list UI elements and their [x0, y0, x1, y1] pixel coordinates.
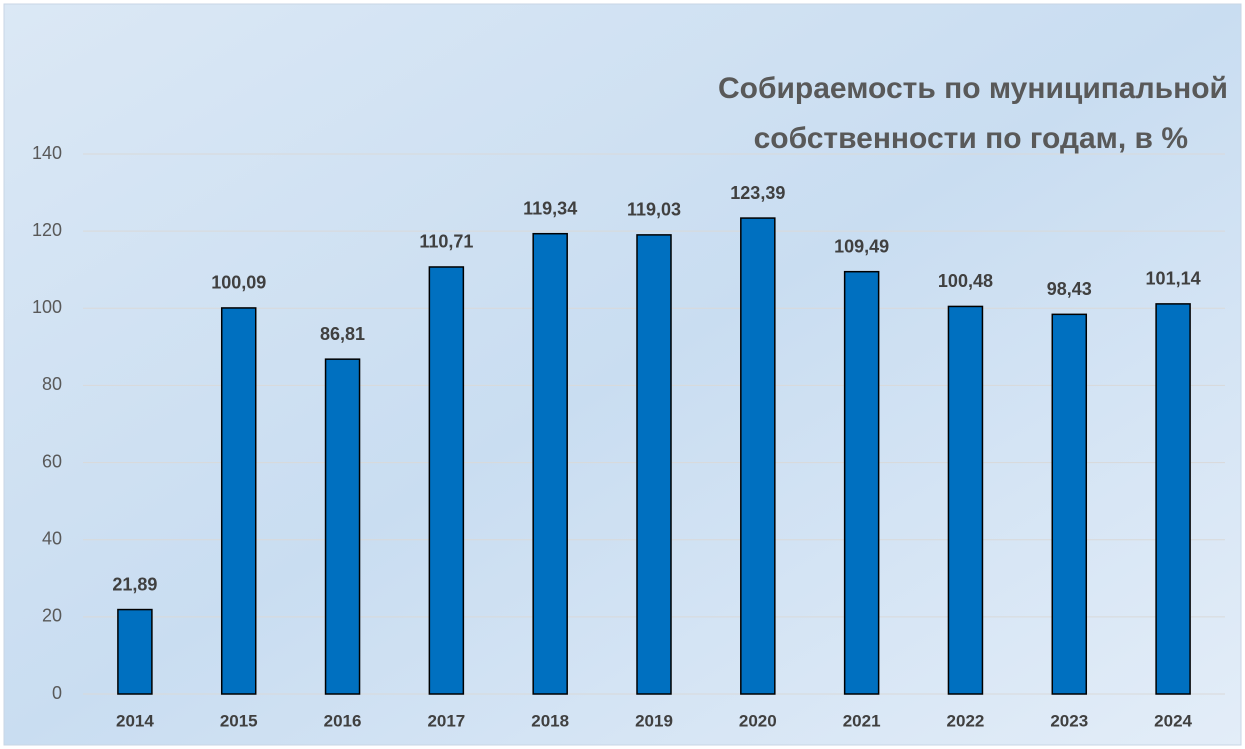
y-tick-label: 140 — [32, 143, 62, 163]
bar — [324, 358, 361, 695]
value-label: 119,34 — [523, 198, 577, 218]
y-tick-label: 120 — [32, 220, 62, 240]
bar — [947, 305, 984, 695]
value-label: 100,48 — [938, 271, 993, 291]
y-tick-label: 80 — [42, 374, 62, 394]
x-tick-label: 2017 — [427, 711, 465, 730]
x-tick-label: 2015 — [220, 711, 258, 730]
value-label: 101,14 — [1146, 269, 1201, 289]
bar — [843, 270, 880, 695]
bar — [1155, 303, 1191, 695]
bar — [428, 266, 465, 695]
value-label: 100,09 — [211, 273, 266, 293]
x-tick-label: 2024 — [1154, 711, 1192, 730]
x-tick-label: 2023 — [1050, 711, 1088, 730]
x-tick-label: 2022 — [947, 711, 985, 730]
value-label: 123,39 — [730, 183, 785, 203]
y-tick-label: 40 — [42, 528, 62, 548]
chart-title: Собираемость по муниципальной — [718, 72, 1228, 105]
bar — [1051, 313, 1088, 695]
value-label: 119,03 — [627, 200, 681, 220]
bar — [117, 608, 153, 695]
bar — [636, 234, 672, 695]
bar — [740, 217, 776, 695]
x-tick-label: 2019 — [635, 711, 673, 730]
bar — [220, 307, 257, 695]
bar — [532, 232, 568, 695]
x-tick-label: 2018 — [531, 711, 569, 730]
value-label: 109,49 — [834, 236, 889, 256]
x-tick-label: 2016 — [324, 711, 362, 730]
background — [3, 3, 1242, 746]
chart-title: собственности по годам, в % — [754, 122, 1188, 155]
y-tick-label: 0 — [52, 683, 62, 703]
y-tick-label: 20 — [42, 606, 62, 626]
value-label: 98,43 — [1047, 279, 1092, 299]
y-tick-label: 100 — [32, 297, 62, 317]
value-label: 21,89 — [112, 574, 157, 594]
y-tick-label: 60 — [42, 451, 62, 471]
value-label: 86,81 — [320, 324, 365, 344]
x-tick-label: 2021 — [843, 711, 881, 730]
x-tick-label: 2020 — [739, 711, 777, 730]
x-tick-label: 2014 — [116, 711, 154, 730]
value-label: 110,71 — [419, 232, 473, 252]
